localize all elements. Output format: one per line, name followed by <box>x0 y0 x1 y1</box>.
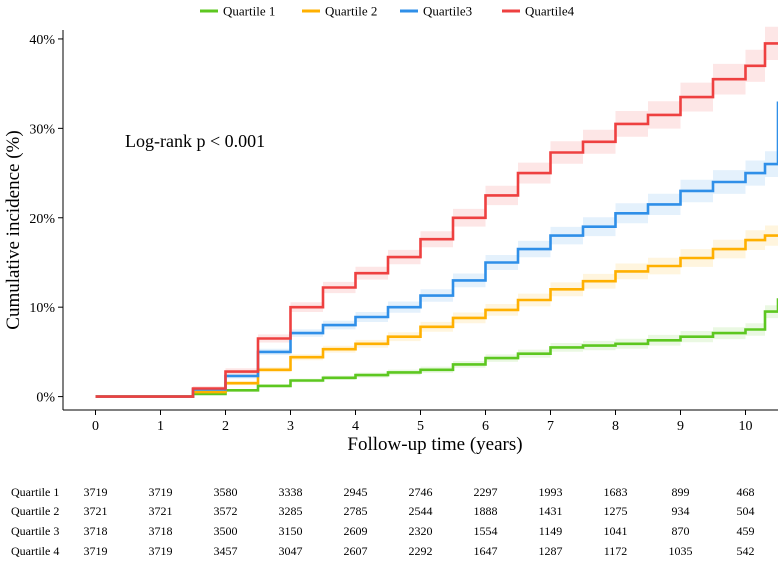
risk-cell: 1554 <box>474 524 498 538</box>
y-tick-label: 30% <box>29 122 55 137</box>
risk-cell: 3721 <box>149 504 173 518</box>
risk-cell: 3500 <box>214 524 238 538</box>
x-tick-label: 2 <box>222 419 229 434</box>
line-quartile-1 <box>95 298 778 398</box>
risk-row-label: Quartile 1 <box>11 485 59 499</box>
line-quartile4 <box>95 42 778 398</box>
risk-cell: 3338 <box>279 485 303 499</box>
y-tick-label: 20% <box>29 212 55 227</box>
risk-cell: 1149 <box>539 524 563 538</box>
risk-cell: 2320 <box>409 524 433 538</box>
risk-cell: 3719 <box>149 544 173 558</box>
band-quartile-1 <box>95 291 778 397</box>
risk-cell: 3457 <box>214 544 238 558</box>
risk-cell: 3572 <box>214 504 238 518</box>
risk-row-label: Quartile 2 <box>11 504 59 518</box>
risk-cell: 1683 <box>604 485 628 499</box>
risk-cell: 2297 <box>474 485 498 499</box>
risk-cell: 3047 <box>279 544 303 558</box>
legend-label: Quartile 1 <box>223 4 275 19</box>
axes: 0% 10% 20% 30% 40% 0 1 2 3 4 5 6 7 8 9 10 <box>29 30 778 434</box>
risk-cell: 459 <box>737 524 755 538</box>
legend: Quartile 1 Quartile 2 Quartile3 Quartile4 <box>200 4 575 19</box>
legend-label: Quartile4 <box>525 4 575 19</box>
risk-cell: 3719 <box>84 485 108 499</box>
risk-cell: 2607 <box>344 544 368 558</box>
risk-cell: 2544 <box>409 504 433 518</box>
risk-cell: 504 <box>737 504 755 518</box>
risk-cell: 468 <box>737 485 755 499</box>
risk-cell: 542 <box>737 544 755 558</box>
risk-cell: 1275 <box>604 504 628 518</box>
risk-cell: 1647 <box>474 544 498 558</box>
x-tick-label: 4 <box>352 419 359 434</box>
risk-cell: 2945 <box>344 485 368 499</box>
risk-cell: 1041 <box>604 524 628 538</box>
y-axis-title: Cumulative incidence (%) <box>3 130 24 329</box>
risk-cell: 3718 <box>149 524 173 538</box>
risk-cell: 934 <box>672 504 690 518</box>
risk-cell: 2746 <box>409 485 433 499</box>
risk-cell: 3580 <box>214 485 238 499</box>
risk-cell: 3150 <box>279 524 303 538</box>
risk-cell: 2609 <box>344 524 368 538</box>
y-tick-label: 10% <box>29 301 55 316</box>
x-tick-label: 9 <box>677 419 684 434</box>
x-tick-label: 5 <box>417 419 424 434</box>
x-tick-label: 3 <box>287 419 294 434</box>
y-tick-label: 0% <box>36 391 55 406</box>
risk-cell: 3719 <box>149 485 173 499</box>
x-tick-label: 6 <box>482 419 489 434</box>
risk-cell: 1431 <box>539 504 563 518</box>
risk-cell: 3285 <box>279 504 303 518</box>
risk-cell: 1888 <box>474 504 498 518</box>
x-tick-label: 8 <box>612 419 619 434</box>
risk-cell: 1287 <box>539 544 563 558</box>
risk-row-label: Quartile 4 <box>11 544 59 558</box>
y-tick-label: 40% <box>29 33 55 48</box>
risk-cell: 3719 <box>84 544 108 558</box>
log-rank-annotation: Log-rank p < 0.001 <box>125 131 265 151</box>
risk-cell: 1172 <box>604 544 628 558</box>
risk-cell: 870 <box>672 524 690 538</box>
risk-cell: 1993 <box>539 485 563 499</box>
risk-cell: 3721 <box>84 504 108 518</box>
risk-cell: 2785 <box>344 504 368 518</box>
risk-cell: 2292 <box>409 544 433 558</box>
risk-cell: 899 <box>672 485 690 499</box>
x-tick-label: 10 <box>739 419 753 434</box>
risk-cell: 1035 <box>669 544 693 558</box>
legend-label: Quartile 2 <box>325 4 377 19</box>
series-lines <box>95 42 778 398</box>
x-tick-label: 1 <box>157 419 164 434</box>
x-tick-label: 7 <box>547 419 554 434</box>
risk-row-label: Quartile 3 <box>11 524 59 538</box>
legend-label: Quartile3 <box>423 4 472 19</box>
x-axis-title: Follow-up time (years) <box>347 434 522 455</box>
risk-table: Quartile 1 3719 3719 3580 3338 2945 2746 2297 19… <box>11 485 755 558</box>
x-tick-label: 0 <box>92 419 99 434</box>
risk-cell: 3718 <box>84 524 108 538</box>
